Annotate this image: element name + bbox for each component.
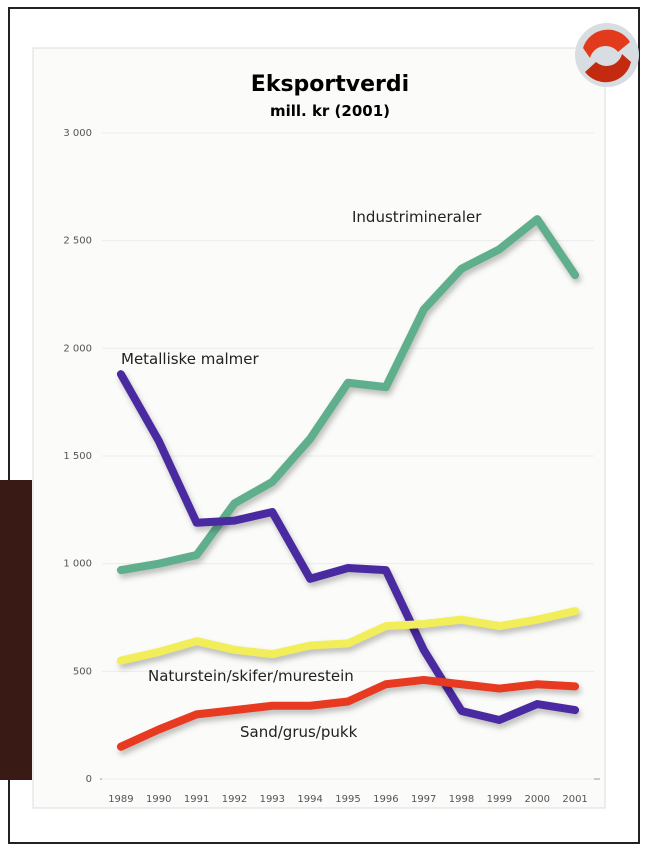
x-tick-label: 1998 (449, 794, 474, 805)
y-tick-label: 2 000 (63, 343, 92, 354)
logo (575, 23, 639, 87)
series-label: Industrimineraler (352, 208, 482, 226)
x-tick-label: 1997 (411, 794, 436, 805)
x-tick-label: 1990 (146, 794, 171, 805)
y-tick-label: 500 (73, 666, 92, 677)
chart: Eksportverdi mill. kr (2001) 0 500 1 000 1 … (0, 0, 646, 849)
chart-subtitle: mill. kr (2001) (270, 102, 390, 120)
slide: Eksportverdi mill. kr (2001) 0 500 1 000 1 … (0, 0, 646, 849)
x-tick-label: 1993 (260, 794, 285, 805)
x-tick-label: 2001 (562, 794, 587, 805)
y-tick-label: 1 000 (63, 559, 92, 570)
photo-strip (0, 480, 32, 780)
y-tick-label: 3 000 (63, 128, 92, 139)
y-tick-label: 0 (86, 774, 92, 785)
x-tick-label: 1999 (487, 794, 512, 805)
x-tick-label: 1994 (297, 794, 322, 805)
series-label: Naturstein/skifer/murestein (148, 667, 354, 685)
y-tick-label: 1 500 (63, 451, 92, 462)
x-tick-label: 1992 (222, 794, 247, 805)
x-tick-label: 1996 (373, 794, 398, 805)
y-tick-label: 2 500 (63, 236, 92, 247)
x-tick-label: 1991 (184, 794, 209, 805)
x-tick-label: 1995 (335, 794, 360, 805)
series-label: Sand/grus/pukk (240, 723, 358, 741)
x-tick-label: 2000 (525, 794, 550, 805)
x-tick-label: 1989 (108, 794, 133, 805)
chart-title: Eksportverdi (251, 72, 409, 97)
series-label: Metalliske malmer (121, 350, 260, 368)
